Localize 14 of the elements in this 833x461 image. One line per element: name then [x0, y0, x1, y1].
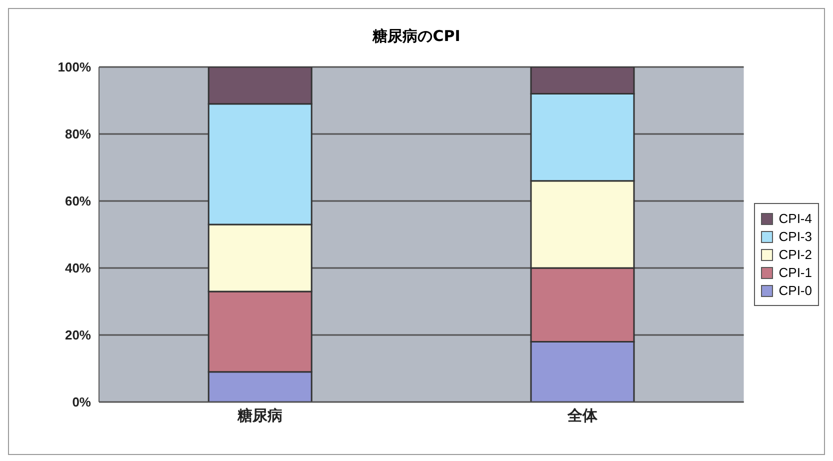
y-tick-label: 60%	[64, 194, 92, 209]
legend-label: CPI-3	[778, 229, 812, 244]
legend-label: CPI-1	[778, 265, 812, 280]
legend-label: CPI-0	[778, 283, 812, 298]
y-tick-label: 40%	[64, 260, 92, 276]
x-tick-label: 糖尿病	[236, 408, 283, 425]
y-tick-label: 100%	[58, 60, 92, 75]
legend-label: CPI-4	[778, 211, 812, 226]
y-tick-label: 0%	[72, 394, 92, 410]
x-tick-label: 全体	[566, 408, 599, 425]
y-tick-label: 80%	[64, 126, 92, 142]
chart-title: 糖尿病のCPI	[371, 26, 462, 47]
y-tick-label: 20%	[64, 328, 92, 343]
legend-label: CPI-2	[778, 247, 812, 262]
